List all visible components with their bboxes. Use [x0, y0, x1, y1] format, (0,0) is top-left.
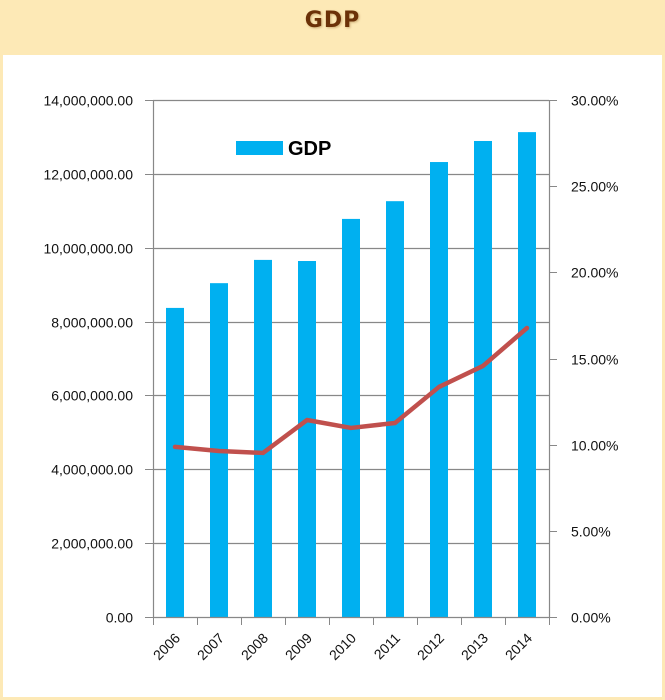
x-tick-label: 2007: [194, 630, 227, 663]
y-right-tick-label: 10.00%: [571, 438, 618, 454]
y-right-tick-label: 5.00%: [571, 524, 611, 540]
x-tick-label: 2006: [150, 630, 183, 663]
y-right-tick-label: 15.00%: [571, 352, 618, 368]
x-tick-label: 2011: [371, 630, 404, 663]
bar-2010: [342, 218, 360, 617]
y-left-tick-label: 10,000,000.00: [43, 241, 133, 257]
x-tick-label: 2014: [502, 630, 535, 663]
y-right-tick-label: 20.00%: [571, 265, 618, 281]
legend-label-gdp: GDP: [288, 138, 331, 160]
y-right-tick-label: 30.00%: [571, 93, 618, 109]
y-left-tick-label: 8,000,000.00: [51, 315, 133, 331]
y-left-tick-label: 0.00: [106, 610, 133, 626]
y-left-tick-label: 4,000,000.00: [51, 462, 133, 478]
x-tick-label: 2008: [238, 630, 271, 663]
chart-title: GDP: [304, 8, 361, 33]
x-tick-label: 2009: [282, 630, 315, 663]
bar-2013: [474, 140, 492, 617]
y-right-tick-label: 0.00%: [571, 610, 611, 626]
x-tick-label: 2010: [326, 630, 359, 663]
x-tick-label: 2013: [458, 630, 491, 663]
bar-2014: [518, 132, 536, 617]
y-left-tick-label: 12,000,000.00: [43, 167, 133, 183]
x-tick-label: 2012: [414, 630, 447, 663]
legend-swatch-gdp: [236, 141, 283, 155]
bar-2006: [166, 307, 184, 617]
y-left-tick-label: 2,000,000.00: [51, 536, 133, 552]
chart-panel: [3, 55, 662, 697]
bar-2009: [298, 261, 316, 617]
y-right-tick-label: 25.00%: [571, 179, 618, 195]
y-left-tick-label: 6,000,000.00: [51, 388, 133, 404]
bar-2008: [254, 259, 272, 617]
y-left-tick-label: 14,000,000.00: [43, 93, 133, 109]
bar-2011: [386, 201, 404, 618]
